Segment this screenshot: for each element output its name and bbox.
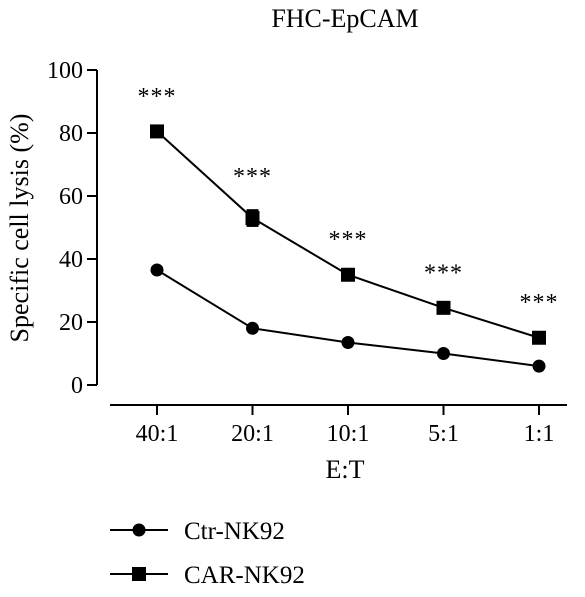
data-point <box>246 321 259 335</box>
x-tick-label: 5:1 <box>428 421 459 447</box>
x-tick-label: 40:1 <box>136 421 179 447</box>
x-tick-label: 1:1 <box>524 421 555 447</box>
y-axis: 0 20 40 60 80 100 <box>47 58 98 399</box>
data-point <box>437 347 450 360</box>
y-tick-label: 20 <box>59 310 83 336</box>
data-point <box>150 124 164 139</box>
significance-label: *** <box>233 164 272 190</box>
y-tick-label: 0 <box>71 373 83 399</box>
legend-marker <box>132 523 146 537</box>
data-point <box>341 267 355 282</box>
significance-label: *** <box>424 260 463 286</box>
y-axis-label: Specific cell lysis (%) <box>5 114 34 343</box>
data-point <box>532 359 546 373</box>
x-axis-label: E:T <box>326 455 365 484</box>
data-point <box>436 300 451 315</box>
x-axis: 40:1 20:1 10:1 5:1 1:1 <box>110 404 567 447</box>
y-tick-label: 80 <box>59 121 83 147</box>
x-tick-label: 20:1 <box>231 421 274 447</box>
y-tick-label: 100 <box>47 58 83 84</box>
data-point <box>532 330 546 345</box>
legend-label: CAR-NK92 <box>184 562 305 589</box>
significance-label: *** <box>520 290 559 316</box>
data-point <box>341 335 355 349</box>
legend-marker <box>132 567 146 581</box>
plot-area: *** *** *** *** *** <box>138 84 559 373</box>
significance-label: *** <box>138 84 177 110</box>
y-tick-label: 40 <box>59 247 83 273</box>
significance-label: *** <box>329 227 368 253</box>
x-tick-label: 10:1 <box>327 421 370 447</box>
legend-label: Ctr-NK92 <box>184 518 285 545</box>
data-point <box>245 211 260 226</box>
chart-title: FHC-EpCAM <box>271 4 418 33</box>
series-line <box>156 269 540 368</box>
y-tick-label: 60 <box>59 184 83 210</box>
legend: Ctr-NK92 CAR-NK92 <box>110 518 305 589</box>
data-point <box>150 263 164 277</box>
